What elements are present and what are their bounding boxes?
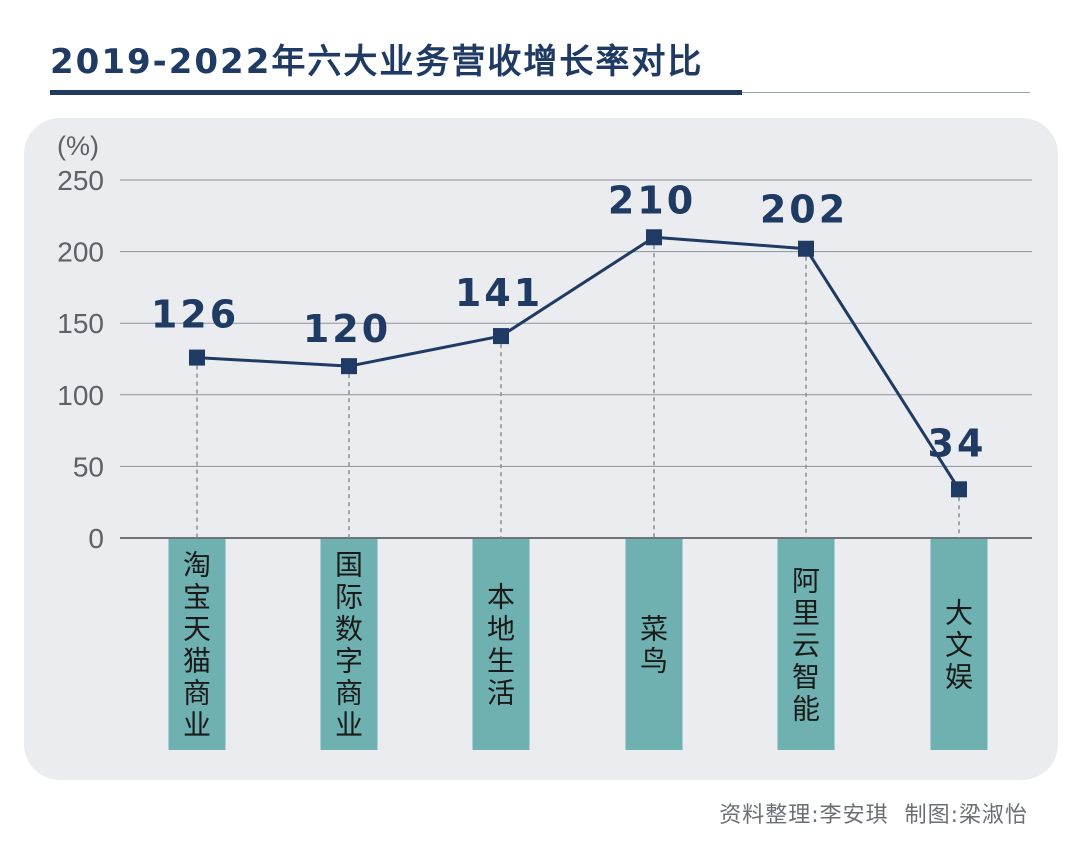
data-label-5: 202 (760, 188, 848, 232)
y-tick-label-250: 250 (57, 165, 104, 196)
y-tick-label-100: 100 (57, 380, 104, 411)
y-tick-labels: 0 50 100 150 200 250 (57, 165, 104, 554)
data-markers (189, 229, 967, 498)
category-label-5: 阿里云智能 (792, 565, 820, 726)
data-label-4: 210 (608, 178, 696, 222)
category-bars: 淘宝天猫商业 国际数字商业 本地生活 菜鸟 阿里云智能 大文娱 (168, 539, 988, 750)
series-path (196, 235, 961, 491)
data-labels: 126 120 141 210 202 34 (151, 178, 987, 465)
y-tick-label-200: 200 (57, 237, 104, 268)
category-bar-2 (320, 539, 378, 750)
data-point-6 (951, 481, 967, 498)
category-label-6: 大文娱 (945, 597, 973, 694)
data-point-2 (341, 358, 357, 375)
data-label-1: 126 (151, 293, 239, 337)
title-underline (50, 90, 742, 95)
data-point-1 (189, 349, 205, 366)
category-bar-1 (168, 539, 226, 750)
source-credit: 资料整理:李安琪 制图:梁淑怡 (719, 803, 1028, 828)
category-bar-3 (472, 539, 530, 750)
y-tick-label-0: 0 (88, 523, 104, 554)
page-title: 2019-2022年六大业务营收增长率对比 (50, 42, 704, 82)
category-bar-4 (625, 539, 683, 750)
data-label-6: 34 (928, 421, 987, 465)
y-tick-label-50: 50 (73, 451, 104, 482)
data-point-5 (798, 240, 814, 257)
category-label-2: 国际数字商业 (335, 549, 363, 742)
y-axis-unit-label: (%) (57, 131, 99, 161)
data-label-3: 141 (455, 271, 543, 315)
y-tick-label-150: 150 (57, 308, 104, 339)
drop-lines (196, 237, 960, 538)
category-bar-6 (930, 539, 988, 750)
category-label-4: 菜鸟 (640, 613, 668, 678)
category-bar-5 (777, 539, 835, 750)
data-point-3 (493, 328, 509, 345)
data-point-4 (646, 229, 662, 246)
category-label-3: 本地生活 (487, 581, 515, 710)
category-label-1: 淘宝天猫商业 (183, 549, 211, 742)
grid-lines (120, 179, 1032, 539)
data-label-2: 120 (303, 307, 391, 351)
series-line (196, 235, 961, 491)
